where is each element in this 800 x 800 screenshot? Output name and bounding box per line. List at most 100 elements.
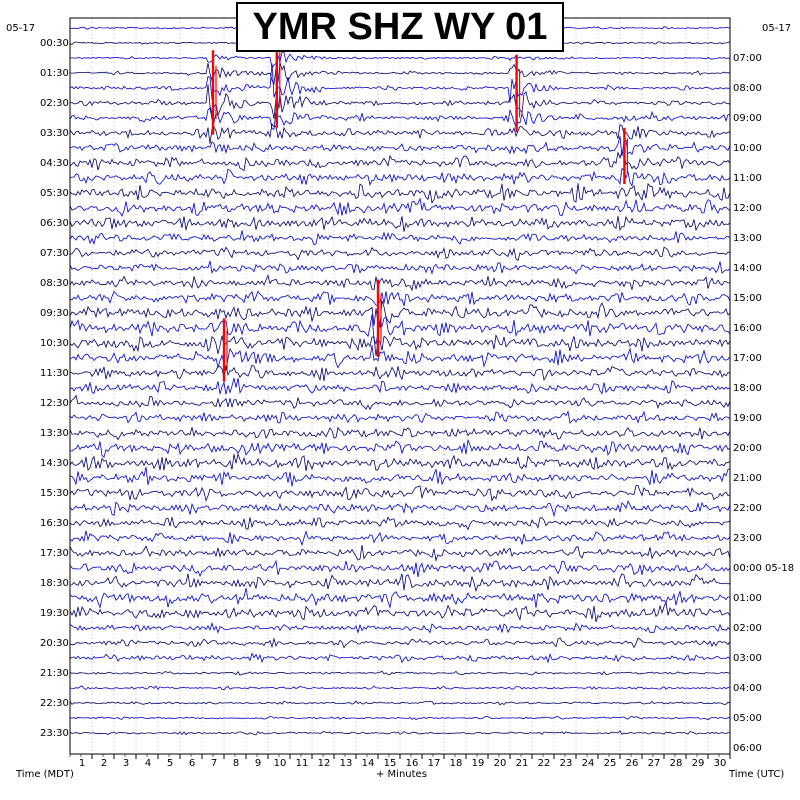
left-time-label: 16:30 xyxy=(40,518,69,529)
x-tick-label: 15 xyxy=(384,758,397,769)
trace-row xyxy=(69,364,731,382)
x-tick-label: 3 xyxy=(123,758,129,769)
x-tick-label: 25 xyxy=(604,758,617,769)
left-time-label: 00:30 xyxy=(40,38,69,49)
trace-row xyxy=(69,637,731,649)
trace-row xyxy=(69,394,731,411)
left-time-label: 21:30 xyxy=(40,668,69,679)
trace-row xyxy=(69,588,731,609)
left-time-label: 22:30 xyxy=(40,698,69,709)
trace-row xyxy=(69,274,730,292)
right-time-label: 14:00 xyxy=(733,263,762,274)
trace-row xyxy=(69,230,731,246)
left-time-label: 01:30 xyxy=(40,68,69,79)
trace-row xyxy=(69,600,731,623)
right-time-label: 04:00 xyxy=(733,683,762,694)
left-time-label: 08:30 xyxy=(40,278,69,289)
right-time-label: 05:00 xyxy=(733,713,762,724)
left-time-label: 05:30 xyxy=(40,188,69,199)
x-tick-label: 26 xyxy=(626,758,639,769)
trace-row xyxy=(69,452,731,472)
x-tick-label: 7 xyxy=(211,758,217,769)
x-tick-label: 19 xyxy=(472,758,485,769)
trace-row xyxy=(69,151,731,172)
seismic-traces xyxy=(69,26,731,736)
trace-row xyxy=(69,345,731,371)
right-time-label: 06:00 xyxy=(733,743,762,754)
trace-row xyxy=(69,652,731,664)
trace-row xyxy=(69,530,731,547)
trace-row xyxy=(69,215,731,232)
x-tick-label: 16 xyxy=(406,758,419,769)
trace-row xyxy=(69,122,731,144)
right-time-label: 08:00 xyxy=(733,83,762,94)
trace-row xyxy=(69,84,731,119)
trace-row xyxy=(69,197,731,217)
x-tick-label: 28 xyxy=(670,758,683,769)
trace-row xyxy=(69,438,731,458)
x-tick-label: 13 xyxy=(340,758,353,769)
trace-row xyxy=(69,559,731,578)
right-time-label: 22:00 xyxy=(733,503,762,514)
trace-row xyxy=(69,63,731,103)
right-time-label: 13:00 xyxy=(733,233,762,244)
trace-row xyxy=(69,484,731,502)
x-tick-label: 10 xyxy=(274,758,287,769)
x-tick-label: 21 xyxy=(516,758,529,769)
x-tick-label: 22 xyxy=(538,758,551,769)
x-axis-ticks: 1 2 3 4 5 6 7 8 9 10 11 12 13 14 15 16 17 18 19 20 21 22 23 24 2… xyxy=(69,754,731,769)
right-time-label: 09:00 xyxy=(733,113,762,124)
right-time-label: 10:00 xyxy=(733,143,762,154)
right-time-label: 16:00 xyxy=(733,323,762,334)
left-time-label: 02:30 xyxy=(40,98,69,109)
right-time-label: 17:00 xyxy=(733,353,762,364)
right-time-label: 12:00 xyxy=(733,203,762,214)
trace-row xyxy=(69,107,730,130)
trace-row xyxy=(69,290,731,307)
left-time-labels: 00:30 01:30 02:30 03:30 04:30 05:30 06:30 07:30… xyxy=(40,38,69,739)
left-time-label: 15:30 xyxy=(40,488,69,499)
date-right: 05-17 xyxy=(762,23,791,34)
trace-row xyxy=(69,51,731,69)
x-axis-label: + Minutes xyxy=(376,769,427,780)
trace-row xyxy=(69,730,731,736)
x-tick-label: 1 xyxy=(79,758,85,769)
right-time-label: 11:00 xyxy=(733,173,762,184)
x-tick-label: 24 xyxy=(582,758,595,769)
trace-row xyxy=(69,136,731,157)
left-time-label: 20:30 xyxy=(40,638,69,649)
trace-row xyxy=(69,182,731,204)
left-time-label: 04:30 xyxy=(40,158,69,169)
x-tick-label: 4 xyxy=(145,758,151,769)
left-time-label: 03:30 xyxy=(40,128,69,139)
x-tick-label: 6 xyxy=(189,758,195,769)
x-tick-label: 29 xyxy=(692,758,705,769)
x-tick-label: 30 xyxy=(714,758,727,769)
right-time-label: 00:00 05-18 xyxy=(733,563,794,574)
trace-row xyxy=(69,573,731,593)
trace-row xyxy=(69,516,731,531)
right-time-labels: 07:00 08:00 09:00 10:00 11:00 12:00 13:00 14:00… xyxy=(733,53,794,754)
left-time-label: 13:30 xyxy=(40,428,69,439)
left-time-label: 10:30 xyxy=(40,338,69,349)
left-time-label: 19:30 xyxy=(40,608,69,619)
right-time-label: 20:00 xyxy=(733,443,762,454)
trace-row xyxy=(69,544,731,562)
trace-row xyxy=(69,621,731,634)
x-tick-label: 12 xyxy=(318,758,331,769)
left-time-label: 23:30 xyxy=(40,728,69,739)
right-time-label: 19:00 xyxy=(733,413,762,424)
trace-row xyxy=(69,246,731,262)
left-time-label: 06:30 xyxy=(40,218,69,229)
right-time-label: 23:00 xyxy=(733,533,762,544)
left-time-label: 17:30 xyxy=(40,548,69,559)
left-axis-label: Time (MDT) xyxy=(15,769,74,780)
right-time-label: 01:00 xyxy=(733,593,762,604)
trace-row xyxy=(69,426,731,441)
trace-row xyxy=(69,670,731,676)
trace-row xyxy=(69,378,731,395)
trace-row xyxy=(69,333,731,356)
trace-row xyxy=(69,410,731,424)
left-time-label: 12:30 xyxy=(40,398,69,409)
